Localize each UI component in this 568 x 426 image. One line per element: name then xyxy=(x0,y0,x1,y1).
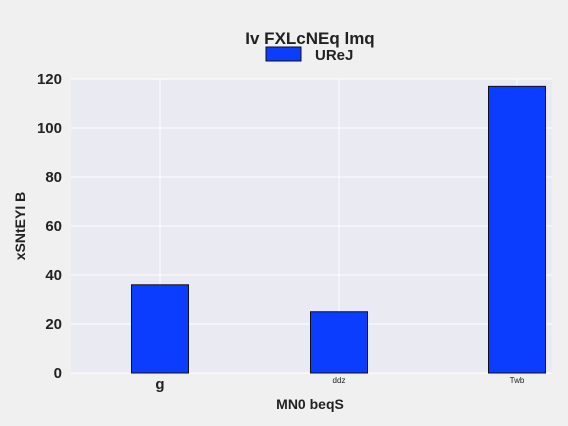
x-axis-label: MN0 beqS xyxy=(276,396,344,412)
chart-title: Iv FXLcNEq lmq xyxy=(245,29,374,48)
bar-Twb xyxy=(488,85,546,374)
y-tick-label: 20 xyxy=(45,316,62,333)
y-axis-label: xSNtEYI B xyxy=(12,192,28,260)
y-tick-labels: 0 20 40 60 80 100 120 xyxy=(37,71,62,382)
bar-ddz xyxy=(310,311,368,374)
x-tick-label-ddz: ddz xyxy=(333,376,346,385)
x-tick-label-g: g xyxy=(155,376,164,393)
legend-swatch-ureJ xyxy=(265,46,302,62)
x-tick-label-Twb: Twb xyxy=(510,376,525,385)
y-tick-label: 120 xyxy=(37,71,62,88)
x-tick-labels: g ddz Twb xyxy=(155,376,524,393)
bars xyxy=(131,85,546,374)
y-tick-label: 100 xyxy=(37,120,62,137)
legend-label: UReJ xyxy=(315,47,353,64)
y-tick-label: 0 xyxy=(54,365,62,382)
legend: UReJ xyxy=(265,46,353,64)
y-tick-label: 60 xyxy=(45,218,62,235)
y-tick-label: 80 xyxy=(45,169,62,186)
y-tick-label: 40 xyxy=(45,267,62,284)
bar-g xyxy=(131,284,189,374)
